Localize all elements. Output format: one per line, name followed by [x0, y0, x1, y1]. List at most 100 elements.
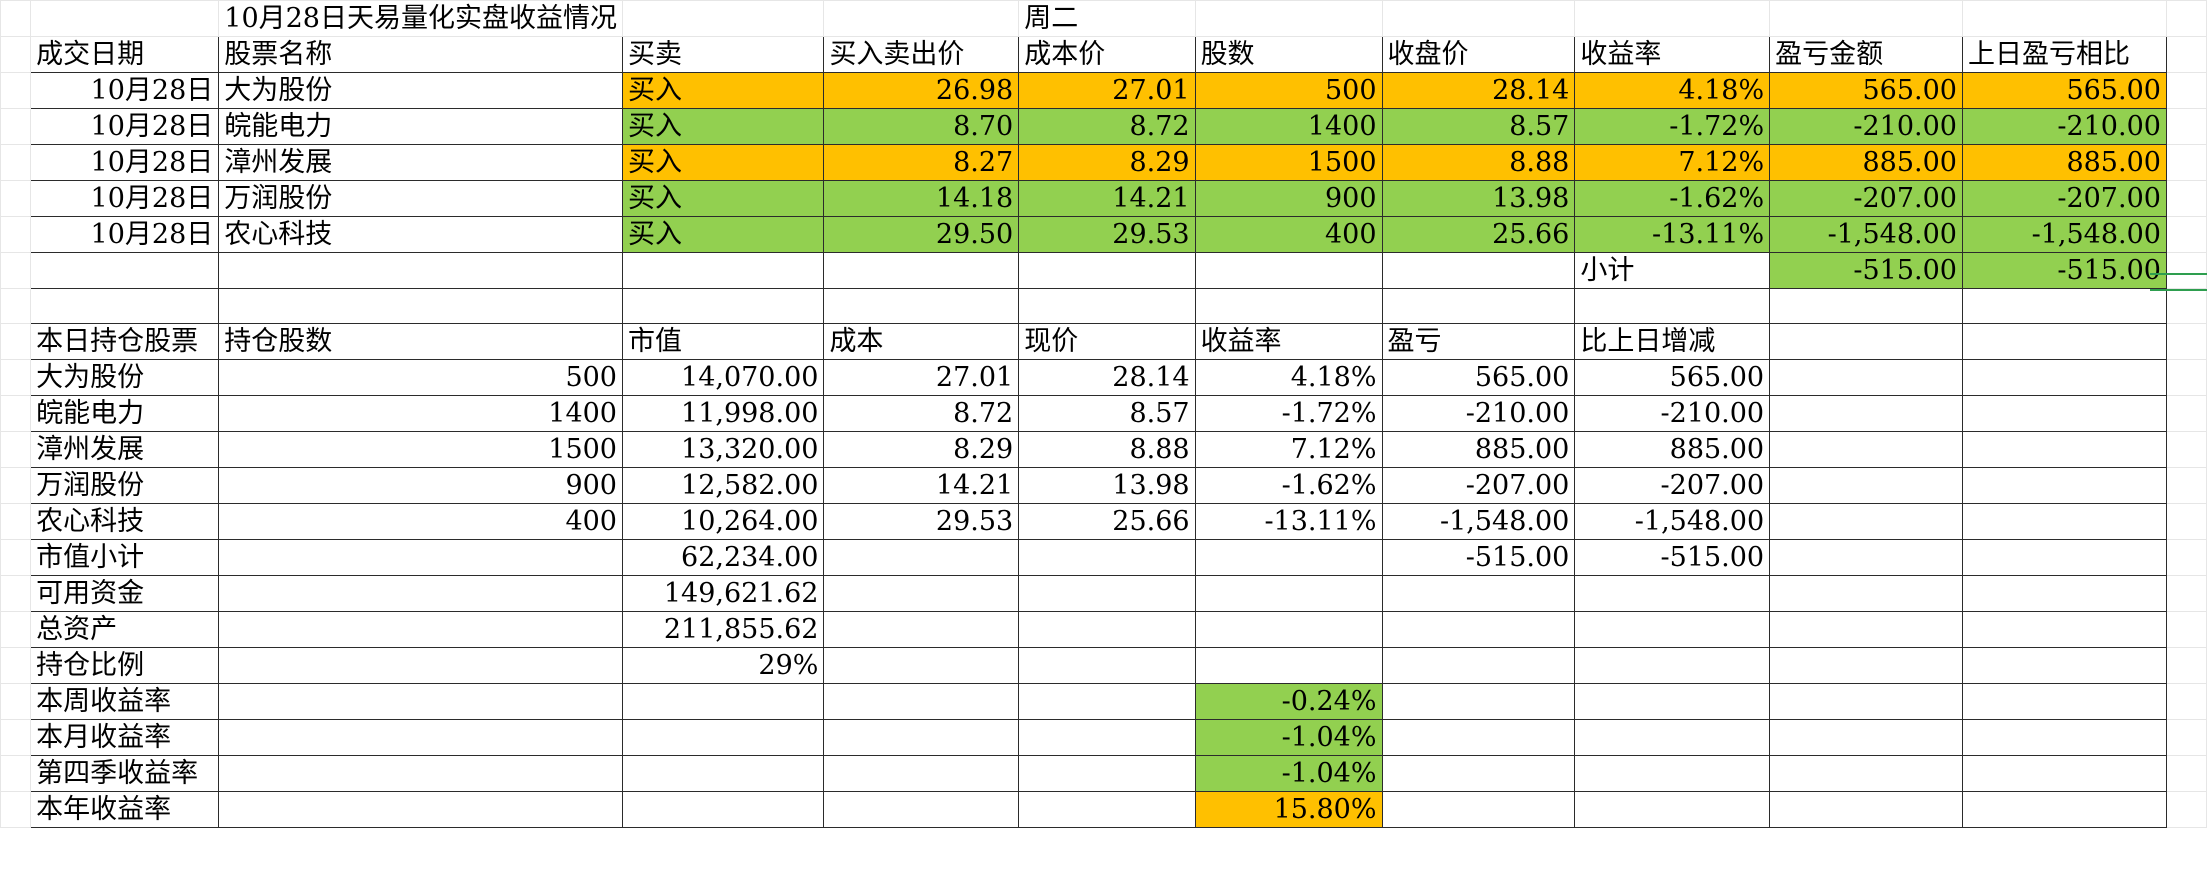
grid-cell[interactable] [1769, 503, 1963, 540]
prev-day-diff[interactable]: -207.00 [1574, 467, 1771, 504]
prev-day-compare[interactable]: -207.00 [1961, 180, 2167, 217]
trade-date[interactable]: 10月28日 [30, 108, 220, 145]
grid-cell[interactable] [0, 683, 32, 720]
grid-cell[interactable] [218, 791, 623, 828]
grid-cell[interactable] [621, 288, 825, 324]
grid-cell[interactable] [621, 719, 825, 756]
pnl-amount[interactable]: -210.00 [1381, 395, 1576, 432]
grid-cell[interactable] [1194, 539, 1383, 576]
return-rate[interactable]: -1.62% [1194, 467, 1383, 504]
prev-day-compare[interactable]: -210.00 [1961, 108, 2167, 145]
grid-cell[interactable] [823, 288, 1020, 324]
grid-cell[interactable] [2165, 72, 2207, 109]
share-count[interactable]: 900 [1194, 180, 1383, 217]
cost-price[interactable]: 27.01 [1018, 72, 1196, 109]
stock-name[interactable]: 农心科技 [218, 216, 623, 253]
return-label[interactable]: 本周收益率 [30, 683, 220, 720]
grid-cell[interactable] [1018, 755, 1196, 792]
grid-cell[interactable] [0, 575, 32, 612]
grid-cell[interactable] [823, 611, 1020, 648]
return-rate[interactable]: -1.72% [1574, 108, 1771, 145]
grid-cell[interactable] [218, 755, 623, 792]
current-price[interactable]: 28.14 [1018, 359, 1196, 396]
trade-side[interactable]: 买入 [621, 72, 825, 109]
subtotal-label[interactable]: 小计 [1574, 252, 1771, 289]
grid-cell[interactable] [1961, 467, 2167, 504]
grid-cell[interactable] [1381, 719, 1576, 756]
grid-cell[interactable] [1381, 288, 1576, 324]
grid-cell[interactable] [621, 791, 825, 828]
column-header[interactable]: 成本 [823, 323, 1020, 360]
cost-price[interactable]: 8.29 [1018, 144, 1196, 181]
column-header[interactable]: 买卖 [621, 36, 825, 73]
grid-cell[interactable] [1018, 288, 1196, 324]
grid-cell[interactable] [0, 180, 32, 217]
grid-cell[interactable] [1961, 395, 2167, 432]
grid-cell[interactable] [1769, 683, 1963, 720]
trade-price[interactable]: 14.18 [823, 180, 1020, 217]
trade-date[interactable]: 10月28日 [30, 72, 220, 109]
grid-cell[interactable] [2165, 719, 2207, 756]
grid-cell[interactable] [2165, 359, 2207, 396]
return-rate[interactable]: -13.11% [1194, 503, 1383, 540]
market-value[interactable]: 13,320.00 [621, 431, 825, 468]
grid-cell[interactable] [2165, 791, 2207, 828]
trade-side[interactable]: 买入 [621, 108, 825, 145]
grid-cell[interactable] [2165, 252, 2207, 289]
share-count[interactable]: 500 [218, 359, 623, 396]
grid-cell[interactable] [1574, 288, 1771, 324]
return-value[interactable]: -0.24% [1194, 683, 1383, 720]
trade-price[interactable]: 8.27 [823, 144, 1020, 181]
grid-cell[interactable] [218, 683, 623, 720]
share-count[interactable]: 900 [218, 467, 623, 504]
prev-day-diff[interactable]: 565.00 [1574, 359, 1771, 396]
grid-cell[interactable] [2165, 323, 2207, 360]
return-rate[interactable]: 7.12% [1574, 144, 1771, 181]
cost-price[interactable]: 14.21 [1018, 180, 1196, 217]
stock-name[interactable]: 万润股份 [218, 180, 623, 217]
grid-cell[interactable] [0, 108, 32, 145]
current-price[interactable]: 25.66 [1018, 503, 1196, 540]
pnl-amount[interactable]: 565.00 [1769, 72, 1963, 109]
return-rate[interactable]: -1.72% [1194, 395, 1383, 432]
current-price[interactable]: 8.88 [1018, 431, 1196, 468]
grid-cell[interactable] [1961, 503, 2167, 540]
grid-cell[interactable] [1961, 683, 2167, 720]
grid-cell[interactable] [1194, 0, 1383, 37]
grid-cell[interactable] [218, 539, 623, 576]
market-value[interactable]: 12,582.00 [621, 467, 825, 504]
grid-cell[interactable] [0, 503, 32, 540]
grid-cell[interactable] [0, 216, 32, 253]
stock-name[interactable]: 农心科技 [30, 503, 220, 540]
current-price[interactable]: 13.98 [1018, 467, 1196, 504]
grid-cell[interactable] [823, 755, 1020, 792]
grid-cell[interactable] [1574, 647, 1771, 684]
pnl-amount[interactable]: -1,548.00 [1381, 503, 1576, 540]
pnl-amount[interactable]: -207.00 [1769, 180, 1963, 217]
grid-cell[interactable] [2165, 539, 2207, 576]
column-header[interactable]: 比上日增减 [1574, 323, 1771, 360]
grid-cell[interactable] [1769, 611, 1963, 648]
grid-cell[interactable] [2165, 108, 2207, 145]
return-rate[interactable]: 4.18% [1574, 72, 1771, 109]
pnl-amount[interactable]: -210.00 [1769, 108, 1963, 145]
cost-price[interactable]: 8.72 [1018, 108, 1196, 145]
stock-name[interactable]: 漳州发展 [30, 431, 220, 468]
return-rate[interactable]: -1.62% [1574, 180, 1771, 217]
cost-price[interactable]: 14.21 [823, 467, 1020, 504]
grid-cell[interactable] [823, 791, 1020, 828]
trade-date[interactable]: 10月28日 [30, 144, 220, 181]
column-header[interactable]: 收盘价 [1381, 36, 1576, 73]
grid-cell[interactable] [218, 252, 623, 289]
return-value[interactable]: -1.04% [1194, 719, 1383, 756]
grid-cell[interactable] [0, 144, 32, 181]
market-value[interactable]: 10,264.00 [621, 503, 825, 540]
grid-cell[interactable] [0, 431, 32, 468]
grid-cell[interactable] [1961, 719, 2167, 756]
grid-cell[interactable] [2165, 431, 2207, 468]
column-header[interactable]: 现价 [1018, 323, 1196, 360]
grid-cell[interactable] [0, 0, 32, 37]
grid-cell[interactable] [2165, 611, 2207, 648]
cost-price[interactable]: 29.53 [823, 503, 1020, 540]
grid-cell[interactable] [1961, 611, 2167, 648]
